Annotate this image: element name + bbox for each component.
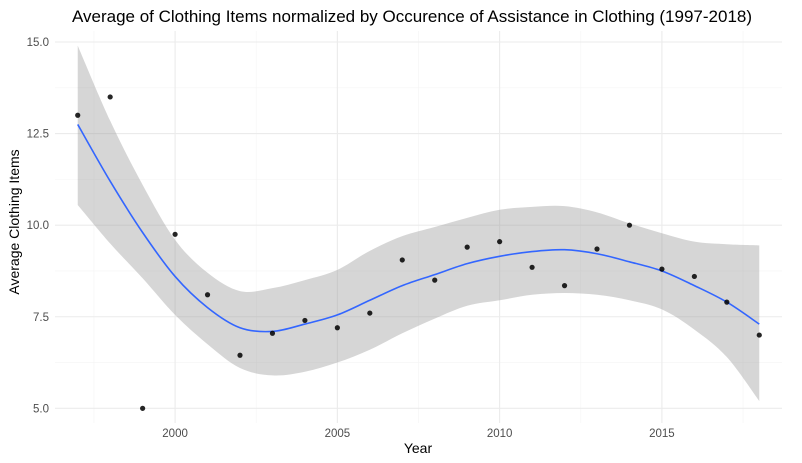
data-point [691,273,697,280]
x-tick-label: 2005 [325,428,351,440]
data-point [464,244,470,250]
data-point [756,332,762,338]
data-point [659,266,665,272]
x-tick-label: 2015 [649,428,675,440]
x-axis-title: Year [404,440,433,456]
data-point [432,277,438,283]
data-point [724,299,730,305]
data-point [140,405,146,411]
confidence-band [77,45,760,402]
data-point [107,94,113,100]
y-tick-label: 7.5 [33,312,49,324]
data-point [561,283,568,289]
x-tick-label: 2000 [162,428,188,440]
smooth-trend-line [77,124,760,333]
data-point [172,231,178,237]
x-axis-ticks: 2000 2005 2010 2015 [162,428,674,440]
y-tick-label: 15.0 [27,37,49,49]
data-point [594,246,600,252]
y-tick-label: 5.0 [33,403,49,415]
data-point [204,292,211,298]
data-points [75,94,762,411]
y-axis-ticks: 5.0 7.5 10.0 12.5 15.0 [27,37,49,415]
y-tick-label: 12.5 [27,129,49,141]
data-point [399,257,405,263]
data-point [529,264,535,270]
major-gridlines [55,31,782,423]
y-axis-title: Average Clothing Items [6,149,22,294]
minor-gridlines [55,31,782,423]
data-point [237,352,243,358]
data-point [302,317,308,324]
data-point [334,325,340,331]
data-point [626,222,633,228]
chart-title: Average of Clothing Items normalized by … [72,7,752,26]
x-tick-label: 2010 [487,428,513,440]
data-point [269,330,276,336]
data-point [497,239,503,245]
data-point [75,112,81,118]
data-point [367,310,373,316]
y-tick-label: 10.0 [27,220,49,232]
